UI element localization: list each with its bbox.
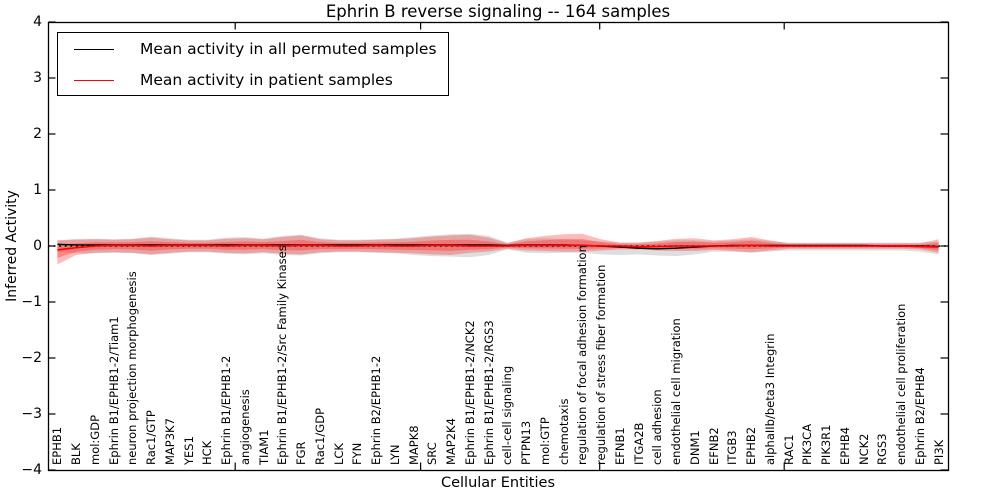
y-tick-label: 1 <box>33 182 42 198</box>
x-tick-label: Rac1/GDP <box>312 407 327 465</box>
legend-box: Mean activity in all permuted samples Mea… <box>57 32 449 96</box>
x-tick-label: angiogenesis <box>237 389 252 465</box>
y-tick-label: −2 <box>21 350 42 366</box>
x-tick-label: chemotaxis <box>556 398 571 465</box>
x-tick-label: regulation of focal adhesion formation <box>575 245 590 465</box>
x-tick-label: FYN <box>350 442 365 465</box>
x-tick-label: RAC1 <box>781 434 796 465</box>
patient-mean-line <box>57 244 939 251</box>
x-tick-label: ITGB3 <box>725 430 740 465</box>
legend-line-swatch <box>74 48 114 50</box>
y-tick-label: 3 <box>33 70 42 86</box>
x-tick-label: ITGA2B <box>631 422 646 465</box>
y-tick-label: 2 <box>33 126 42 142</box>
series-lines <box>48 243 948 251</box>
x-tick-label: Ephrin B1/EPHB1-2/Src Family Kinases <box>275 245 290 465</box>
x-tick-label: mol:GTP <box>537 417 552 465</box>
x-tick-label: PI3K <box>931 439 946 465</box>
x-axis-label: Cellular Entities <box>440 475 556 491</box>
x-tick-label: EPHB4 <box>837 426 852 465</box>
x-tick-label: EFNB2 <box>706 427 721 465</box>
x-tick-label: TIAM1 <box>256 429 271 465</box>
x-tick-label: Rac1/GTP <box>144 410 159 465</box>
x-tick-label: cell-cell signaling <box>500 365 515 465</box>
y-tick-label: 0 <box>33 238 42 254</box>
patient-band-inner <box>57 239 939 258</box>
x-tick-label: cell adhesion <box>650 389 665 465</box>
x-tick-label: Ephrin B2/EPHB4 <box>912 367 927 465</box>
x-tick-label: endothelial cell migration <box>669 318 684 465</box>
y-tick-label: −4 <box>21 462 42 478</box>
y-tick-label: 4 <box>33 14 42 30</box>
x-tick-label: LCK <box>331 443 346 465</box>
x-tick-label: Ephrin B2/EPHB1-2 <box>369 355 384 465</box>
x-tick-label: mol:GDP <box>87 414 102 465</box>
y-tick-label: −3 <box>21 406 42 422</box>
x-tick-label: FGR <box>294 441 309 465</box>
x-tick-label: neuron projection morphogenesis <box>125 271 140 465</box>
x-tick-label: MAP2K4 <box>444 418 459 465</box>
x-tick-label: EPHB2 <box>744 426 759 465</box>
x-tick-label: Ephrin B1/EPHB1-2/RGS3 <box>481 320 496 465</box>
x-tick-label: PIK3CA <box>800 423 815 465</box>
x-tick-label: alphaIIb/beta3 Integrin <box>762 333 777 465</box>
patient-band-outer <box>57 233 939 265</box>
x-tick-label: Ephrin B1/EPHB1-2 <box>219 355 234 465</box>
legend-line-swatch <box>74 79 114 81</box>
x-tick-label: PIK3R1 <box>819 424 834 466</box>
x-tick-label: endothelial cell proliferation <box>894 303 909 465</box>
chart-title: Ephrin B reverse signaling -- 164 sample… <box>325 2 671 21</box>
legend-label: Mean activity in patient samples <box>140 71 393 89</box>
x-tick-label: EPHB1 <box>50 426 65 465</box>
x-tick-label: LYN <box>387 444 402 465</box>
x-tick-label: regulation of stress fiber formation <box>594 264 609 465</box>
x-tick-label: BLK <box>69 443 84 465</box>
x-tick-label: DNM1 <box>687 430 702 465</box>
x-tick-label: YES1 <box>181 436 196 465</box>
x-tick-label: Ephrin B1/EPHB1-2/Tiam1 <box>106 316 121 465</box>
y-tick-label: −1 <box>21 294 42 310</box>
x-tick-label: RGS3 <box>875 433 890 465</box>
x-tick-label: Ephrin B1/EPHB1-2/NCK2 <box>462 320 477 465</box>
x-tick-label: HCK <box>200 440 215 465</box>
x-tick-label: MAPK8 <box>406 425 421 465</box>
confidence-bands <box>57 233 939 265</box>
x-tick-label: EFNB1 <box>612 427 627 465</box>
x-tick-label: SRC <box>425 442 440 465</box>
legend-label: Mean activity in all permuted samples <box>140 40 437 58</box>
axes-frame <box>47 21 950 472</box>
x-tick-label: NCK2 <box>856 433 871 466</box>
legend-item: Mean activity in all permuted samples <box>58 34 448 64</box>
x-tick-label: PTPN13 <box>519 420 534 465</box>
legend-item: Mean activity in patient samples <box>58 65 448 95</box>
x-tick-label: MAP3K7 <box>162 418 177 465</box>
